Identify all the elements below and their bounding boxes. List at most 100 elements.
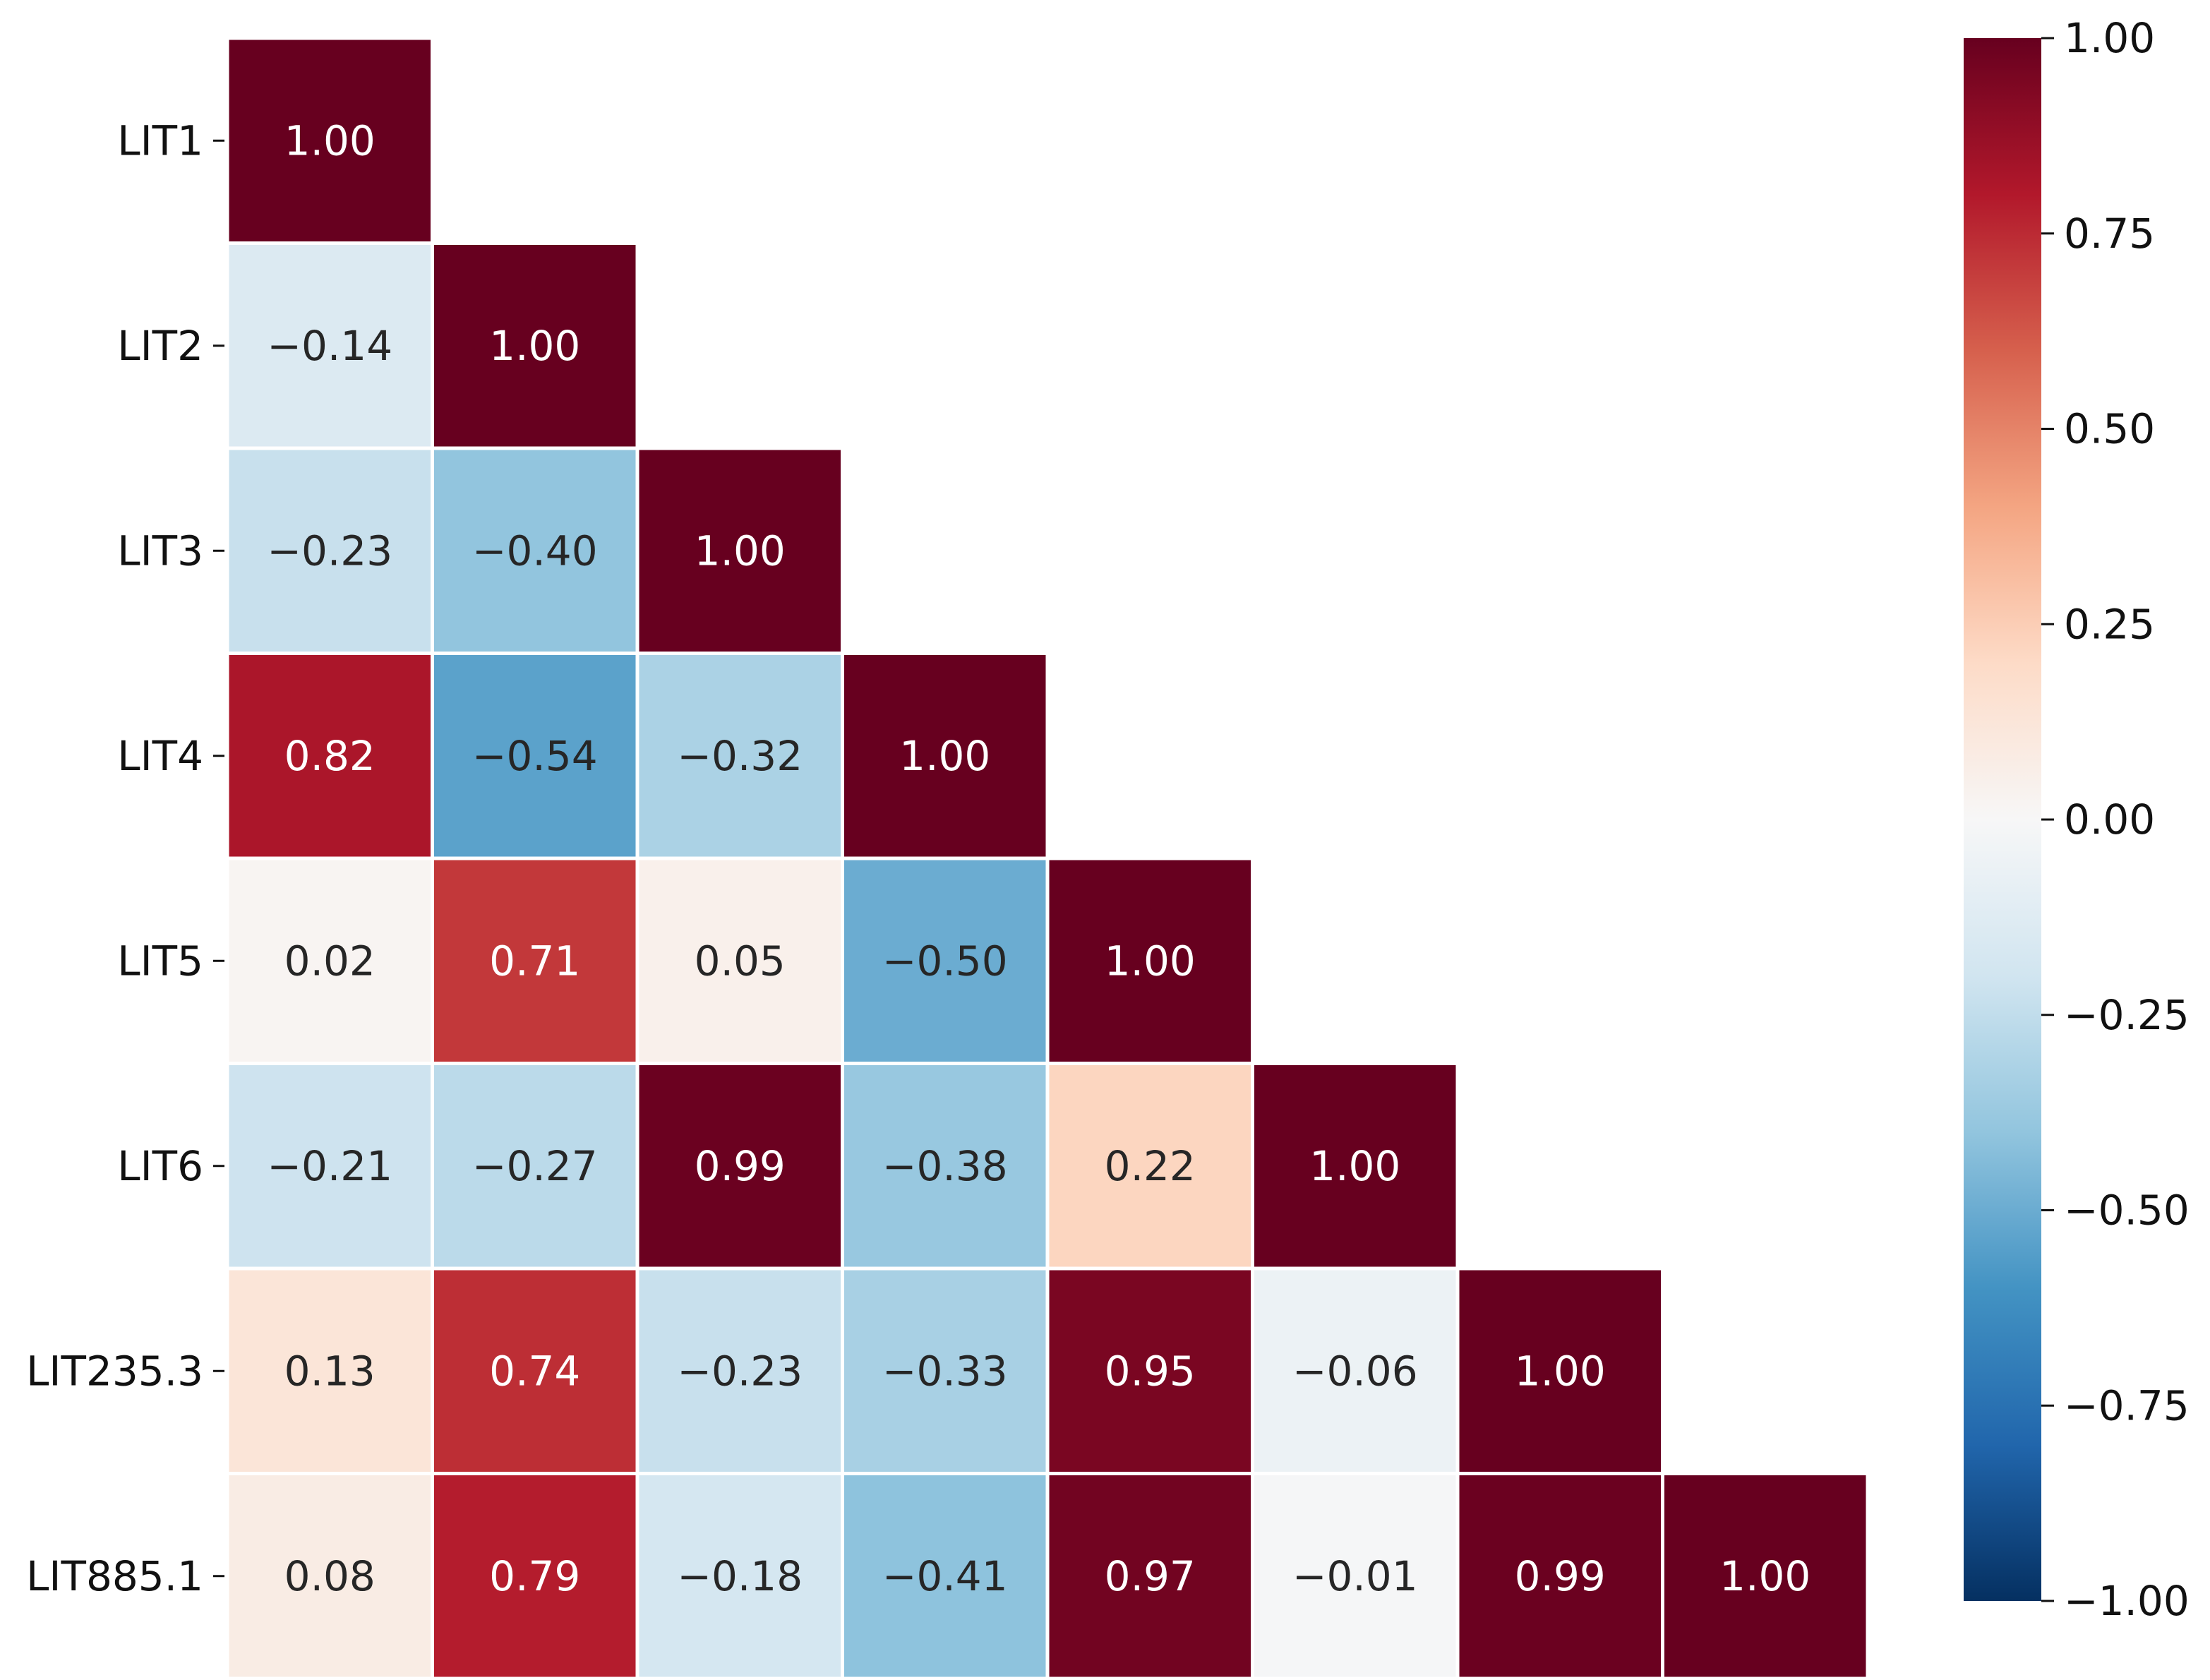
heatmap-cell: −0.06 bbox=[1254, 1270, 1456, 1472]
heatmap-cell: 1.00 bbox=[434, 245, 636, 447]
heatmap-cell: 0.79 bbox=[434, 1475, 636, 1677]
heatmap-cell: 0.05 bbox=[639, 860, 841, 1062]
cell-value-label: 0.99 bbox=[1515, 1552, 1606, 1600]
heatmap-cell: 1.00 bbox=[1459, 1270, 1661, 1472]
cell-fill bbox=[434, 450, 636, 652]
cell-fill bbox=[434, 655, 636, 857]
heatmap-cell: 1.00 bbox=[844, 655, 1046, 857]
y-tick-label: LIT4 bbox=[117, 732, 203, 780]
colorbar-tick-label: 0.75 bbox=[2064, 210, 2155, 258]
cell-fill bbox=[1254, 1065, 1456, 1267]
cell-fill bbox=[434, 245, 636, 447]
heatmap-cell: −0.33 bbox=[844, 1270, 1046, 1472]
colorbar-tick-label: −0.75 bbox=[2064, 1381, 2190, 1429]
cell-value-label: 1.00 bbox=[1719, 1552, 1810, 1600]
cell-fill bbox=[844, 860, 1046, 1062]
colorbar-tick-label: −0.25 bbox=[2064, 991, 2190, 1039]
cell-value-label: 0.22 bbox=[1105, 1142, 1196, 1190]
cell-fill bbox=[1049, 1065, 1251, 1267]
cell-value-label: 1.00 bbox=[489, 322, 580, 370]
cell-value-label: 0.08 bbox=[284, 1552, 376, 1600]
cell-fill bbox=[1049, 1475, 1251, 1677]
cell-value-label: 0.74 bbox=[489, 1347, 580, 1395]
cell-value-label: −0.32 bbox=[677, 732, 803, 780]
heatmap-cell: −0.40 bbox=[434, 450, 636, 652]
cell-fill bbox=[639, 655, 841, 857]
colorbar-tick-label: 1.00 bbox=[2064, 14, 2155, 62]
cell-value-label: −0.40 bbox=[472, 527, 598, 575]
cell-fill bbox=[844, 1065, 1046, 1267]
cell-value-label: 0.97 bbox=[1105, 1552, 1196, 1600]
cell-fill bbox=[639, 860, 841, 1062]
heatmap-cells: 1.00 −0.14 1.00 −0.23 −0.40 1.00 0.82 −0.54 −0.3… bbox=[229, 40, 1866, 1677]
cell-fill bbox=[639, 1270, 841, 1472]
cell-value-label: 0.95 bbox=[1105, 1347, 1196, 1395]
heatmap-cell: −0.41 bbox=[844, 1475, 1046, 1677]
heatmap-cell: 0.74 bbox=[434, 1270, 636, 1472]
y-tick-label: LIT1 bbox=[117, 116, 203, 164]
cell-fill bbox=[229, 1270, 431, 1472]
heatmap-cell: 0.97 bbox=[1049, 1475, 1251, 1677]
heatmap-cell: 0.82 bbox=[229, 655, 431, 857]
cell-fill bbox=[1254, 1270, 1456, 1472]
cell-value-label: 0.71 bbox=[489, 937, 580, 985]
cell-value-label: −0.50 bbox=[882, 937, 1008, 985]
heatmap-cell: 0.99 bbox=[639, 1065, 841, 1267]
cell-value-label: 0.82 bbox=[284, 732, 376, 780]
cell-fill bbox=[229, 655, 431, 857]
cell-value-label: 0.99 bbox=[695, 1142, 786, 1190]
heatmap-cell: 1.00 bbox=[1664, 1475, 1866, 1677]
cell-fill bbox=[844, 1270, 1046, 1472]
heatmap-cell: −0.50 bbox=[844, 860, 1046, 1062]
cell-fill bbox=[229, 245, 431, 447]
cell-value-label: −0.18 bbox=[677, 1552, 803, 1600]
cell-fill bbox=[229, 40, 431, 241]
cell-value-label: 1.00 bbox=[1105, 937, 1196, 985]
cell-value-label: 0.02 bbox=[284, 937, 376, 985]
cell-value-label: −0.23 bbox=[267, 527, 392, 575]
cell-value-label: 0.05 bbox=[695, 937, 786, 985]
cell-fill bbox=[229, 1065, 431, 1267]
cell-fill bbox=[1664, 1475, 1866, 1677]
y-tick-label: LIT6 bbox=[117, 1142, 203, 1190]
colorbar: 1.00 0.75 0.50 0.25 0.00 −0.25 −0.50 −0.75 −1.00 bbox=[1964, 14, 2190, 1625]
y-tick-label: LIT235.3 bbox=[26, 1347, 203, 1395]
cell-fill bbox=[229, 1475, 431, 1677]
cell-fill bbox=[1459, 1475, 1661, 1677]
heatmap-cell: −0.54 bbox=[434, 655, 636, 857]
y-tick-label: LIT2 bbox=[117, 322, 203, 370]
y-tick-label: LIT3 bbox=[117, 527, 203, 575]
cell-value-label: 0.79 bbox=[489, 1552, 580, 1600]
heatmap-cell: 0.99 bbox=[1459, 1475, 1661, 1677]
cell-fill bbox=[434, 1270, 636, 1472]
colorbar-tick-label: 0.50 bbox=[2064, 405, 2155, 453]
cell-fill bbox=[434, 1475, 636, 1677]
heatmap-cell: 1.00 bbox=[639, 450, 841, 652]
cell-fill bbox=[1049, 860, 1251, 1062]
heatmap-cell: 1.00 bbox=[229, 40, 431, 241]
heatmap-cell: −0.23 bbox=[229, 450, 431, 652]
heatmap-cell: 1.00 bbox=[1049, 860, 1251, 1062]
heatmap-cell: 0.95 bbox=[1049, 1270, 1251, 1472]
heatmap-cell: −0.01 bbox=[1254, 1475, 1456, 1677]
heatmap-cell: −0.32 bbox=[639, 655, 841, 857]
heatmap-cell: 0.02 bbox=[229, 860, 431, 1062]
heatmap-cell: −0.38 bbox=[844, 1065, 1046, 1267]
cell-value-label: −0.01 bbox=[1292, 1552, 1418, 1600]
cell-fill bbox=[229, 860, 431, 1062]
cell-value-label: −0.54 bbox=[472, 732, 598, 780]
colorbar-tick-label: −1.00 bbox=[2064, 1577, 2190, 1625]
heatmap-cell: −0.27 bbox=[434, 1065, 636, 1267]
cell-value-label: 1.00 bbox=[695, 527, 786, 575]
cell-value-label: 1.00 bbox=[284, 116, 376, 164]
cell-value-label: 1.00 bbox=[1515, 1347, 1606, 1395]
cell-fill bbox=[1049, 1270, 1251, 1472]
heatmap-cell: −0.21 bbox=[229, 1065, 431, 1267]
cell-value-label: −0.23 bbox=[677, 1347, 803, 1395]
cell-value-label: −0.41 bbox=[882, 1552, 1008, 1600]
cell-fill bbox=[639, 1065, 841, 1267]
cell-value-label: −0.14 bbox=[267, 322, 392, 370]
cell-value-label: 1.00 bbox=[1309, 1142, 1400, 1190]
heatmap-cell: 1.00 bbox=[1254, 1065, 1456, 1267]
